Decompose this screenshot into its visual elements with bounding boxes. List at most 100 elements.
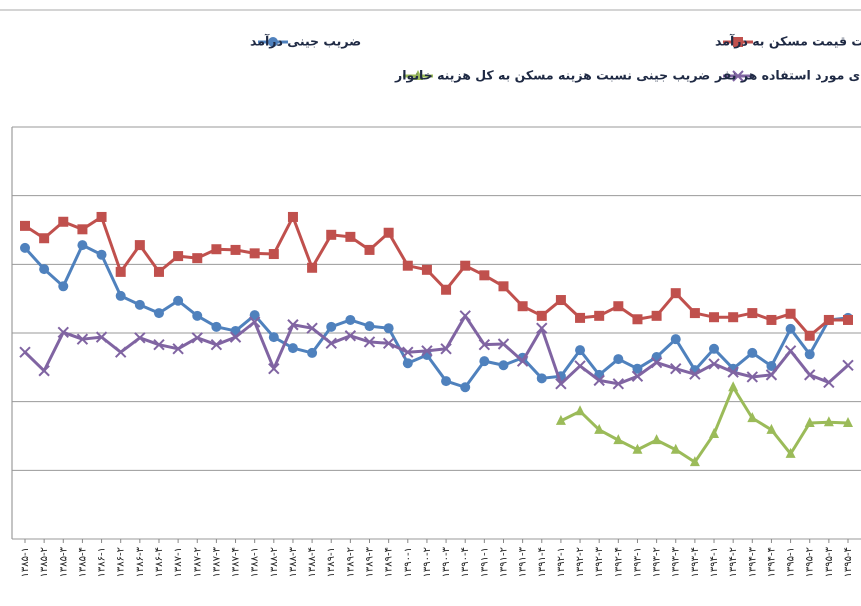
- point: [402, 346, 414, 358]
- x-tick-label: ۱۳۸۸-۳: [288, 546, 299, 577]
- point: [192, 310, 203, 321]
- x-tick-label: ۱۳۹۱-۲: [498, 547, 509, 577]
- series-line: [24, 215, 848, 338]
- point: [134, 240, 145, 251]
- legend-marker: [732, 70, 744, 82]
- point: [785, 447, 796, 458]
- point: [383, 227, 394, 238]
- legend-label: ضریب جینی درآمد: [250, 34, 361, 49]
- point: [708, 358, 720, 370]
- point: [363, 336, 376, 348]
- x-tick-label: ۱۳۹۵-۱: [786, 547, 797, 577]
- point: [20, 242, 30, 253]
- point: [766, 423, 777, 434]
- point: [211, 244, 222, 255]
- legend-marker: [733, 37, 743, 47]
- point: [823, 416, 834, 427]
- point: [574, 360, 586, 372]
- x-tick-label: ۱۳۸۶-۲: [116, 547, 127, 577]
- point: [670, 362, 682, 375]
- x-tick-label: ۱۳۹۰-۱: [403, 547, 414, 577]
- point: [440, 343, 452, 355]
- point: [268, 249, 279, 260]
- point: [268, 362, 280, 375]
- point: [402, 358, 413, 369]
- point: [38, 365, 50, 377]
- point: [192, 253, 203, 264]
- point: [115, 266, 126, 277]
- point: [536, 310, 547, 321]
- point: [575, 312, 586, 323]
- point: [459, 310, 471, 322]
- point: [536, 373, 547, 384]
- x-tick-label: ۱۳۸۶-۳: [135, 546, 146, 577]
- point: [747, 412, 758, 423]
- point: [287, 319, 299, 331]
- x-tick-label: ۱۳۸۶-۴: [154, 547, 165, 577]
- point: [804, 349, 815, 360]
- x-tick-label: ۱۳۸۵-۴: [77, 547, 88, 577]
- point: [191, 332, 203, 344]
- point: [441, 284, 452, 295]
- legend-label: ضریب جینی فضای مورد استفاده هر نفر: [714, 68, 861, 83]
- point: [709, 312, 720, 323]
- x-tick-label: ۱۳۹۱-۴: [537, 547, 548, 577]
- x-tick-label: ۱۳۸۷-۴: [231, 547, 242, 577]
- x-tick-label: ۱۳۸۵-۱: [20, 547, 31, 577]
- point: [689, 308, 700, 319]
- x-tick-label: ۱۳۹۴-۲: [728, 547, 739, 577]
- point: [613, 354, 624, 365]
- point: [249, 248, 260, 259]
- point: [651, 310, 662, 321]
- point: [632, 363, 643, 374]
- point: [77, 240, 88, 251]
- point: [709, 343, 720, 354]
- point: [382, 337, 395, 350]
- point: [441, 376, 452, 387]
- point: [478, 338, 491, 351]
- point: [689, 456, 700, 467]
- series-line: [23, 314, 850, 386]
- point: [153, 308, 164, 319]
- point: [555, 378, 567, 390]
- point: [804, 416, 815, 427]
- x-tick-label: ۱۳۸۸-۲: [269, 547, 280, 577]
- point: [173, 295, 184, 306]
- x-tick-label: ۱۳۸۸-۴: [307, 547, 318, 577]
- point: [326, 321, 337, 332]
- legend-marker: [413, 70, 423, 80]
- point: [612, 378, 625, 390]
- point: [728, 312, 739, 323]
- x-tick-label: ۱۳۹۲-۱: [556, 547, 567, 577]
- point: [345, 314, 356, 325]
- point: [402, 260, 413, 271]
- point: [536, 322, 548, 334]
- point: [307, 347, 318, 358]
- point: [651, 352, 662, 363]
- point: [287, 211, 298, 222]
- x-tick-label: ۱۳۹۴-۱: [709, 547, 720, 577]
- point: [460, 382, 471, 393]
- point: [211, 321, 222, 332]
- point: [670, 443, 681, 454]
- x-tick-label: ۱۳۹۲-۴: [613, 547, 624, 577]
- x-tick-label: ۱۳۸۹-۱: [326, 547, 337, 577]
- point: [650, 356, 663, 369]
- point: [709, 427, 720, 438]
- point: [95, 331, 108, 343]
- point: [613, 301, 624, 312]
- x-tick-label: ۱۳۸۷-۲: [192, 547, 203, 577]
- point: [173, 251, 184, 262]
- point: [249, 310, 260, 321]
- point: [555, 414, 566, 425]
- point: [766, 314, 777, 325]
- point: [575, 345, 586, 356]
- point: [210, 338, 223, 351]
- point: [479, 356, 490, 367]
- point: [670, 288, 681, 299]
- point: [497, 338, 510, 350]
- point: [516, 355, 529, 367]
- point: [421, 345, 433, 357]
- x-tick-label: ۱۳۹۱-۳: [518, 546, 529, 577]
- series-line: [560, 385, 849, 464]
